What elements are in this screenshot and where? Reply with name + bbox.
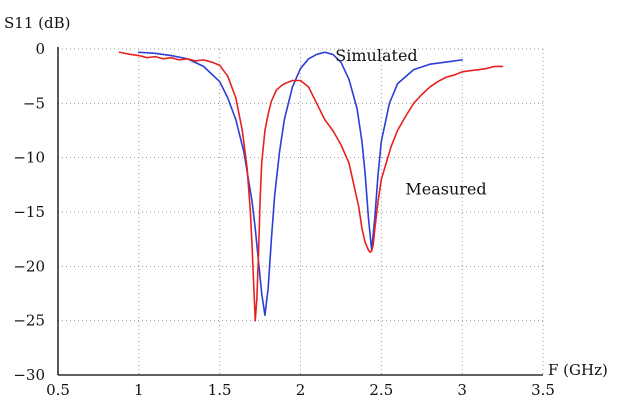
y-tick-label: −20 xyxy=(13,257,45,275)
x-tick-label: 3 xyxy=(457,381,467,399)
x-tick-label: 0.5 xyxy=(46,381,70,399)
y-tick-label: −15 xyxy=(13,203,45,221)
y-tick-label: −30 xyxy=(13,366,45,384)
axes xyxy=(57,47,543,376)
y-tick-label: −25 xyxy=(13,312,45,330)
x-tick-label: 2 xyxy=(296,381,306,399)
x-axis-label: F (GHz) xyxy=(548,361,608,379)
grid-lines xyxy=(58,48,544,375)
y-tick-label: 0 xyxy=(35,40,45,58)
y-tick-label: −10 xyxy=(13,149,45,167)
series-line-simulated xyxy=(138,51,463,317)
annotation-measured: Measured xyxy=(405,180,486,199)
x-tick-label: 3.5 xyxy=(531,381,555,399)
y-axis-label: S11 (dB) xyxy=(4,14,70,32)
series-lines xyxy=(118,51,504,322)
series-line-measured xyxy=(118,51,504,322)
y-tick-label: −5 xyxy=(23,94,45,112)
annotation-simulated: Simulated xyxy=(335,46,417,65)
labels: S11 (dB) F (GHz) 0.5 1 1.5 2 2.5 3 3.5 0 −5 −10 −1… xyxy=(4,14,608,399)
x-tick-label: 1.5 xyxy=(208,381,232,399)
x-tick-label: 2.5 xyxy=(369,381,393,399)
x-tick-label: 1 xyxy=(134,381,144,399)
annotations: Simulated Measured xyxy=(335,46,486,199)
